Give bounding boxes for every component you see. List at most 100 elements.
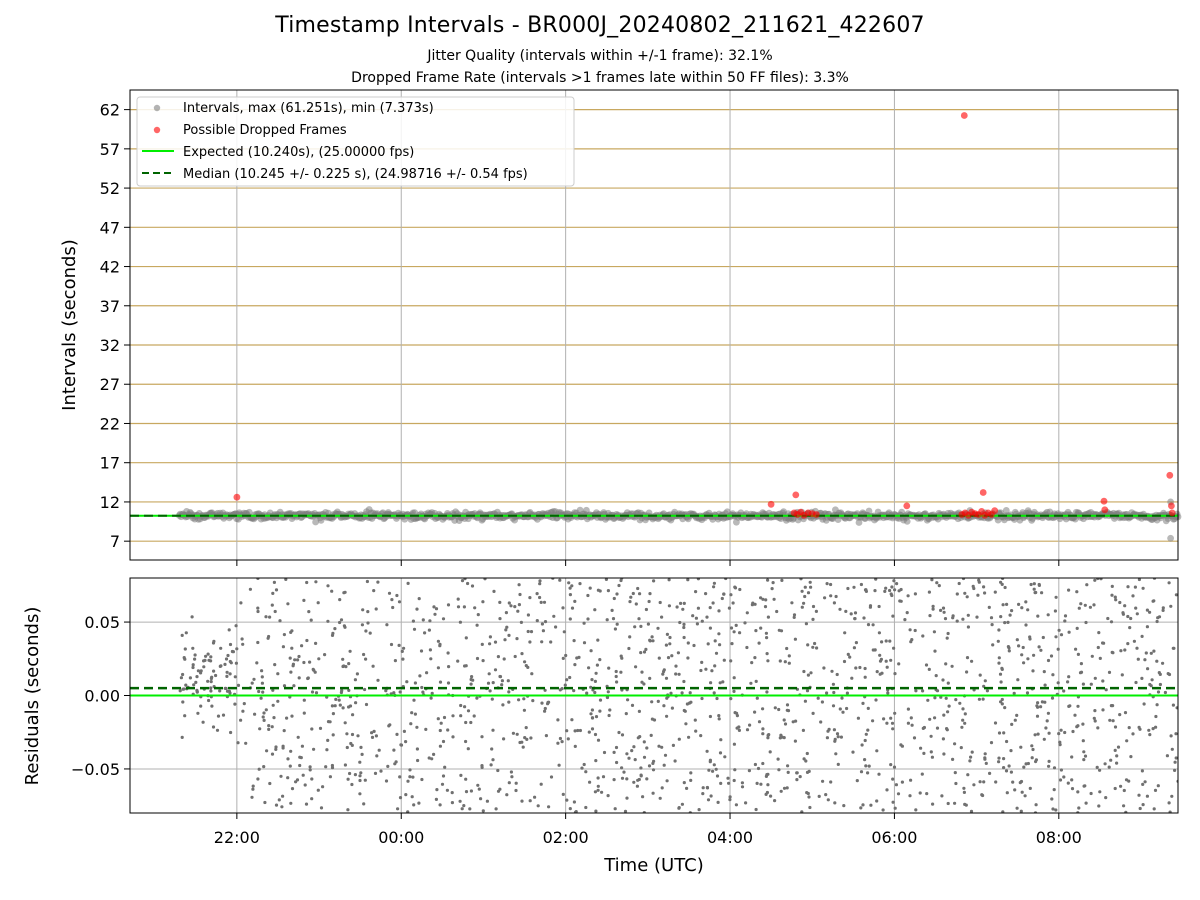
- residual-point: [641, 795, 645, 799]
- residual-point: [944, 662, 948, 666]
- residual-point: [1032, 653, 1036, 657]
- intervals-y-tick-label: 17: [100, 454, 120, 473]
- residual-point: [783, 722, 788, 726]
- residual-point: [446, 603, 451, 607]
- residual-point: [878, 659, 883, 663]
- residual-point: [658, 600, 662, 605]
- residual-point: [596, 784, 600, 788]
- residual-point: [460, 807, 464, 811]
- residual-point: [1059, 768, 1063, 772]
- residual-point: [235, 647, 239, 651]
- residual-point: [459, 714, 463, 718]
- residual-point: [353, 678, 357, 682]
- residual-point: [227, 628, 231, 632]
- residual-point: [1013, 788, 1017, 792]
- residual-point: [675, 605, 679, 609]
- residual-point: [954, 698, 958, 702]
- residual-point: [669, 691, 673, 695]
- residual-point: [504, 611, 508, 615]
- residual-point: [421, 690, 425, 694]
- residual-point: [680, 691, 684, 695]
- residual-point: [885, 665, 889, 669]
- residual-point: [479, 797, 483, 801]
- residual-point: [721, 680, 725, 684]
- residual-point: [1046, 711, 1050, 715]
- residual-point: [404, 740, 408, 744]
- residual-point: [1075, 590, 1079, 594]
- dropped-frame-point: [812, 511, 820, 518]
- residual-point: [1049, 654, 1054, 658]
- residual-point: [373, 771, 378, 776]
- residual-point: [687, 735, 691, 739]
- residual-point: [576, 728, 580, 733]
- residual-point: [1051, 673, 1055, 677]
- residual-point: [523, 736, 527, 740]
- residual-point: [894, 783, 899, 787]
- residual-point: [732, 689, 736, 694]
- residual-point: [272, 580, 276, 585]
- residual-point: [1036, 705, 1040, 709]
- residual-point: [645, 777, 649, 781]
- residual-point: [718, 751, 723, 755]
- residual-point: [732, 778, 736, 783]
- residual-point: [1144, 651, 1148, 655]
- residual-point: [1079, 670, 1084, 674]
- residual-point: [657, 744, 661, 748]
- residual-point: [183, 647, 187, 651]
- residual-point: [933, 696, 937, 700]
- residual-point: [914, 808, 918, 812]
- residual-point: [777, 707, 781, 712]
- residual-point: [809, 671, 813, 675]
- residuals-y-ticks: 0.050.00−0.05: [71, 613, 130, 779]
- residual-point: [910, 638, 914, 642]
- residual-point: [494, 807, 498, 811]
- residual-point: [680, 802, 685, 806]
- residual-point: [356, 734, 360, 738]
- residual-point: [614, 745, 619, 750]
- residual-point: [667, 578, 671, 582]
- residual-point: [737, 728, 742, 733]
- residual-point: [718, 681, 722, 685]
- residual-point: [983, 591, 987, 595]
- residual-point: [612, 596, 616, 601]
- residual-point: [632, 745, 636, 749]
- residual-point: [606, 589, 611, 593]
- residual-point: [1081, 722, 1085, 726]
- residual-point: [240, 637, 244, 641]
- residual-point: [276, 699, 280, 703]
- residual-point: [1005, 791, 1009, 795]
- residual-point: [906, 721, 911, 725]
- residual-point: [683, 709, 687, 713]
- residual-point: [679, 601, 683, 606]
- residual-point: [1036, 701, 1040, 705]
- residual-point: [1002, 731, 1006, 735]
- residual-point: [776, 757, 780, 761]
- residual-point: [647, 764, 652, 768]
- residual-point: [561, 656, 565, 661]
- residual-point: [584, 770, 588, 774]
- residual-point: [596, 638, 600, 642]
- residual-point: [1125, 739, 1129, 743]
- interval-point: [312, 518, 319, 526]
- intervals-y-tick-label: 27: [100, 375, 120, 394]
- residual-point: [648, 676, 652, 681]
- residual-point: [586, 617, 590, 621]
- residual-point: [958, 701, 962, 705]
- residual-point: [529, 736, 533, 740]
- residual-point: [515, 637, 519, 641]
- residual-point: [341, 664, 345, 669]
- residual-point: [1124, 810, 1128, 813]
- residual-point: [999, 700, 1003, 704]
- residual-point: [877, 604, 881, 609]
- residual-point: [893, 806, 897, 810]
- residual-point: [1084, 801, 1088, 805]
- residual-point: [734, 803, 739, 807]
- residual-point: [436, 639, 440, 643]
- residual-point: [636, 736, 640, 740]
- residual-point: [318, 726, 323, 731]
- residual-point: [299, 756, 303, 760]
- residual-point: [816, 696, 820, 700]
- residual-point: [866, 728, 870, 732]
- residual-point: [800, 589, 804, 593]
- intervals-y-tick-label: 22: [100, 414, 120, 433]
